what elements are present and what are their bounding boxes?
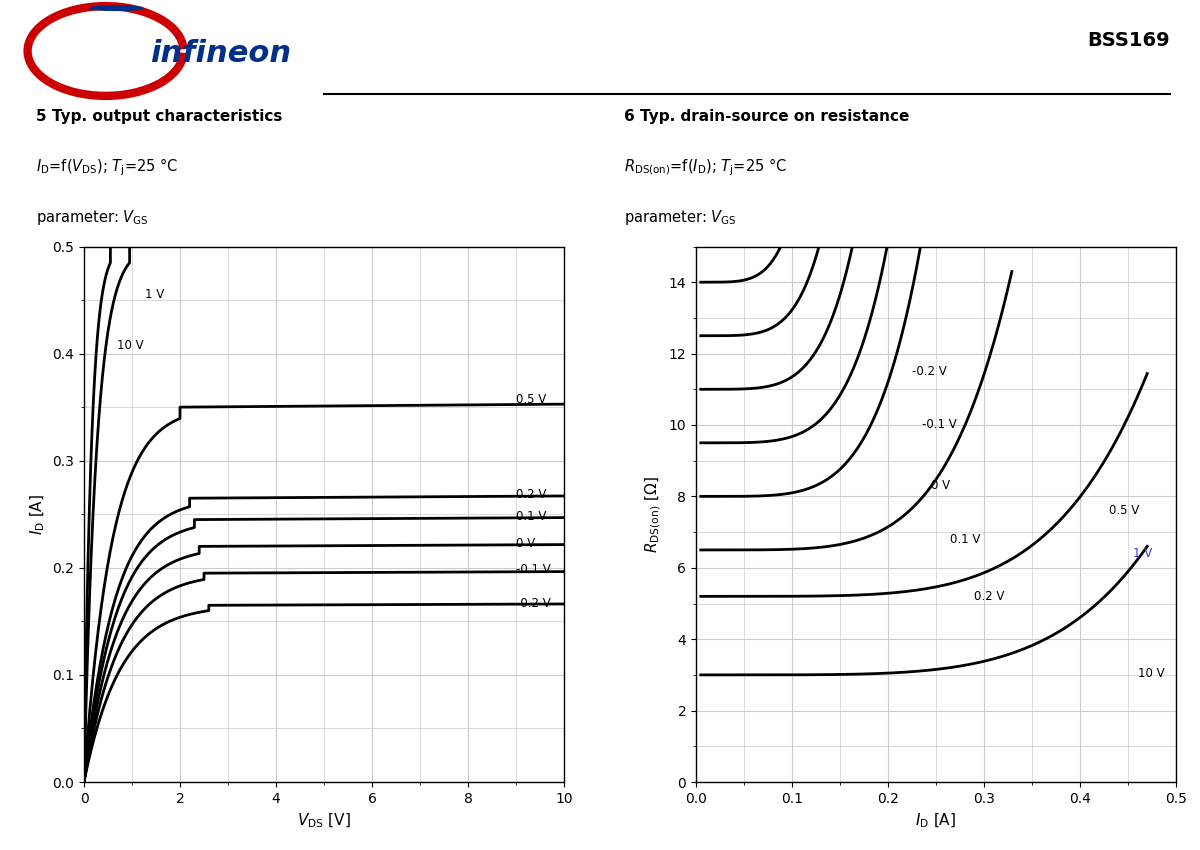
Text: 0.2 V: 0.2 V	[516, 489, 546, 501]
X-axis label: $I_\mathrm{D}$ [A]: $I_\mathrm{D}$ [A]	[916, 811, 956, 830]
Text: 0.1 V: 0.1 V	[516, 510, 546, 523]
Text: BSS169: BSS169	[1087, 31, 1170, 50]
Text: infineon: infineon	[150, 38, 292, 67]
Text: -0.1 V: -0.1 V	[516, 564, 551, 576]
Text: 1 V: 1 V	[1133, 547, 1152, 560]
Text: 0.2 V: 0.2 V	[974, 590, 1004, 603]
Text: 0 V: 0 V	[931, 479, 950, 492]
Text: -0.2 V: -0.2 V	[516, 597, 551, 609]
Text: parameter: $V_\mathrm{GS}$: parameter: $V_\mathrm{GS}$	[624, 208, 737, 227]
Text: 5 Typ. output characteristics: 5 Typ. output characteristics	[36, 109, 282, 124]
Text: $I_\mathrm{D}$=f($V_\mathrm{DS}$); $T_\mathrm{j}$=25 °C: $I_\mathrm{D}$=f($V_\mathrm{DS}$); $T_\m…	[36, 156, 179, 178]
Text: -0.1 V: -0.1 V	[922, 418, 956, 432]
Text: -0.2 V: -0.2 V	[912, 365, 947, 378]
Circle shape	[90, 6, 143, 10]
Text: 10 V: 10 V	[116, 338, 143, 352]
Text: 0.1 V: 0.1 V	[950, 533, 980, 546]
Text: 10 V: 10 V	[1138, 666, 1164, 680]
Text: 0.5 V: 0.5 V	[516, 394, 546, 406]
Text: 0.5 V: 0.5 V	[1109, 504, 1139, 517]
Text: 1 V: 1 V	[145, 288, 164, 301]
Y-axis label: $I_\mathrm{D}$ [A]: $I_\mathrm{D}$ [A]	[29, 494, 47, 535]
Text: $R_\mathrm{DS(on)}$=f($I_\mathrm{D}$); $T_\mathrm{j}$=25 °C: $R_\mathrm{DS(on)}$=f($I_\mathrm{D}$); $…	[624, 156, 787, 178]
Text: parameter: $V_\mathrm{GS}$: parameter: $V_\mathrm{GS}$	[36, 208, 149, 227]
X-axis label: $V_\mathrm{DS}$ [V]: $V_\mathrm{DS}$ [V]	[298, 811, 350, 830]
Text: 6 Typ. drain-source on resistance: 6 Typ. drain-source on resistance	[624, 109, 910, 124]
Y-axis label: $R_\mathrm{DS(on)}$ [Ω]: $R_\mathrm{DS(on)}$ [Ω]	[643, 476, 664, 552]
Text: 0 V: 0 V	[516, 536, 535, 550]
